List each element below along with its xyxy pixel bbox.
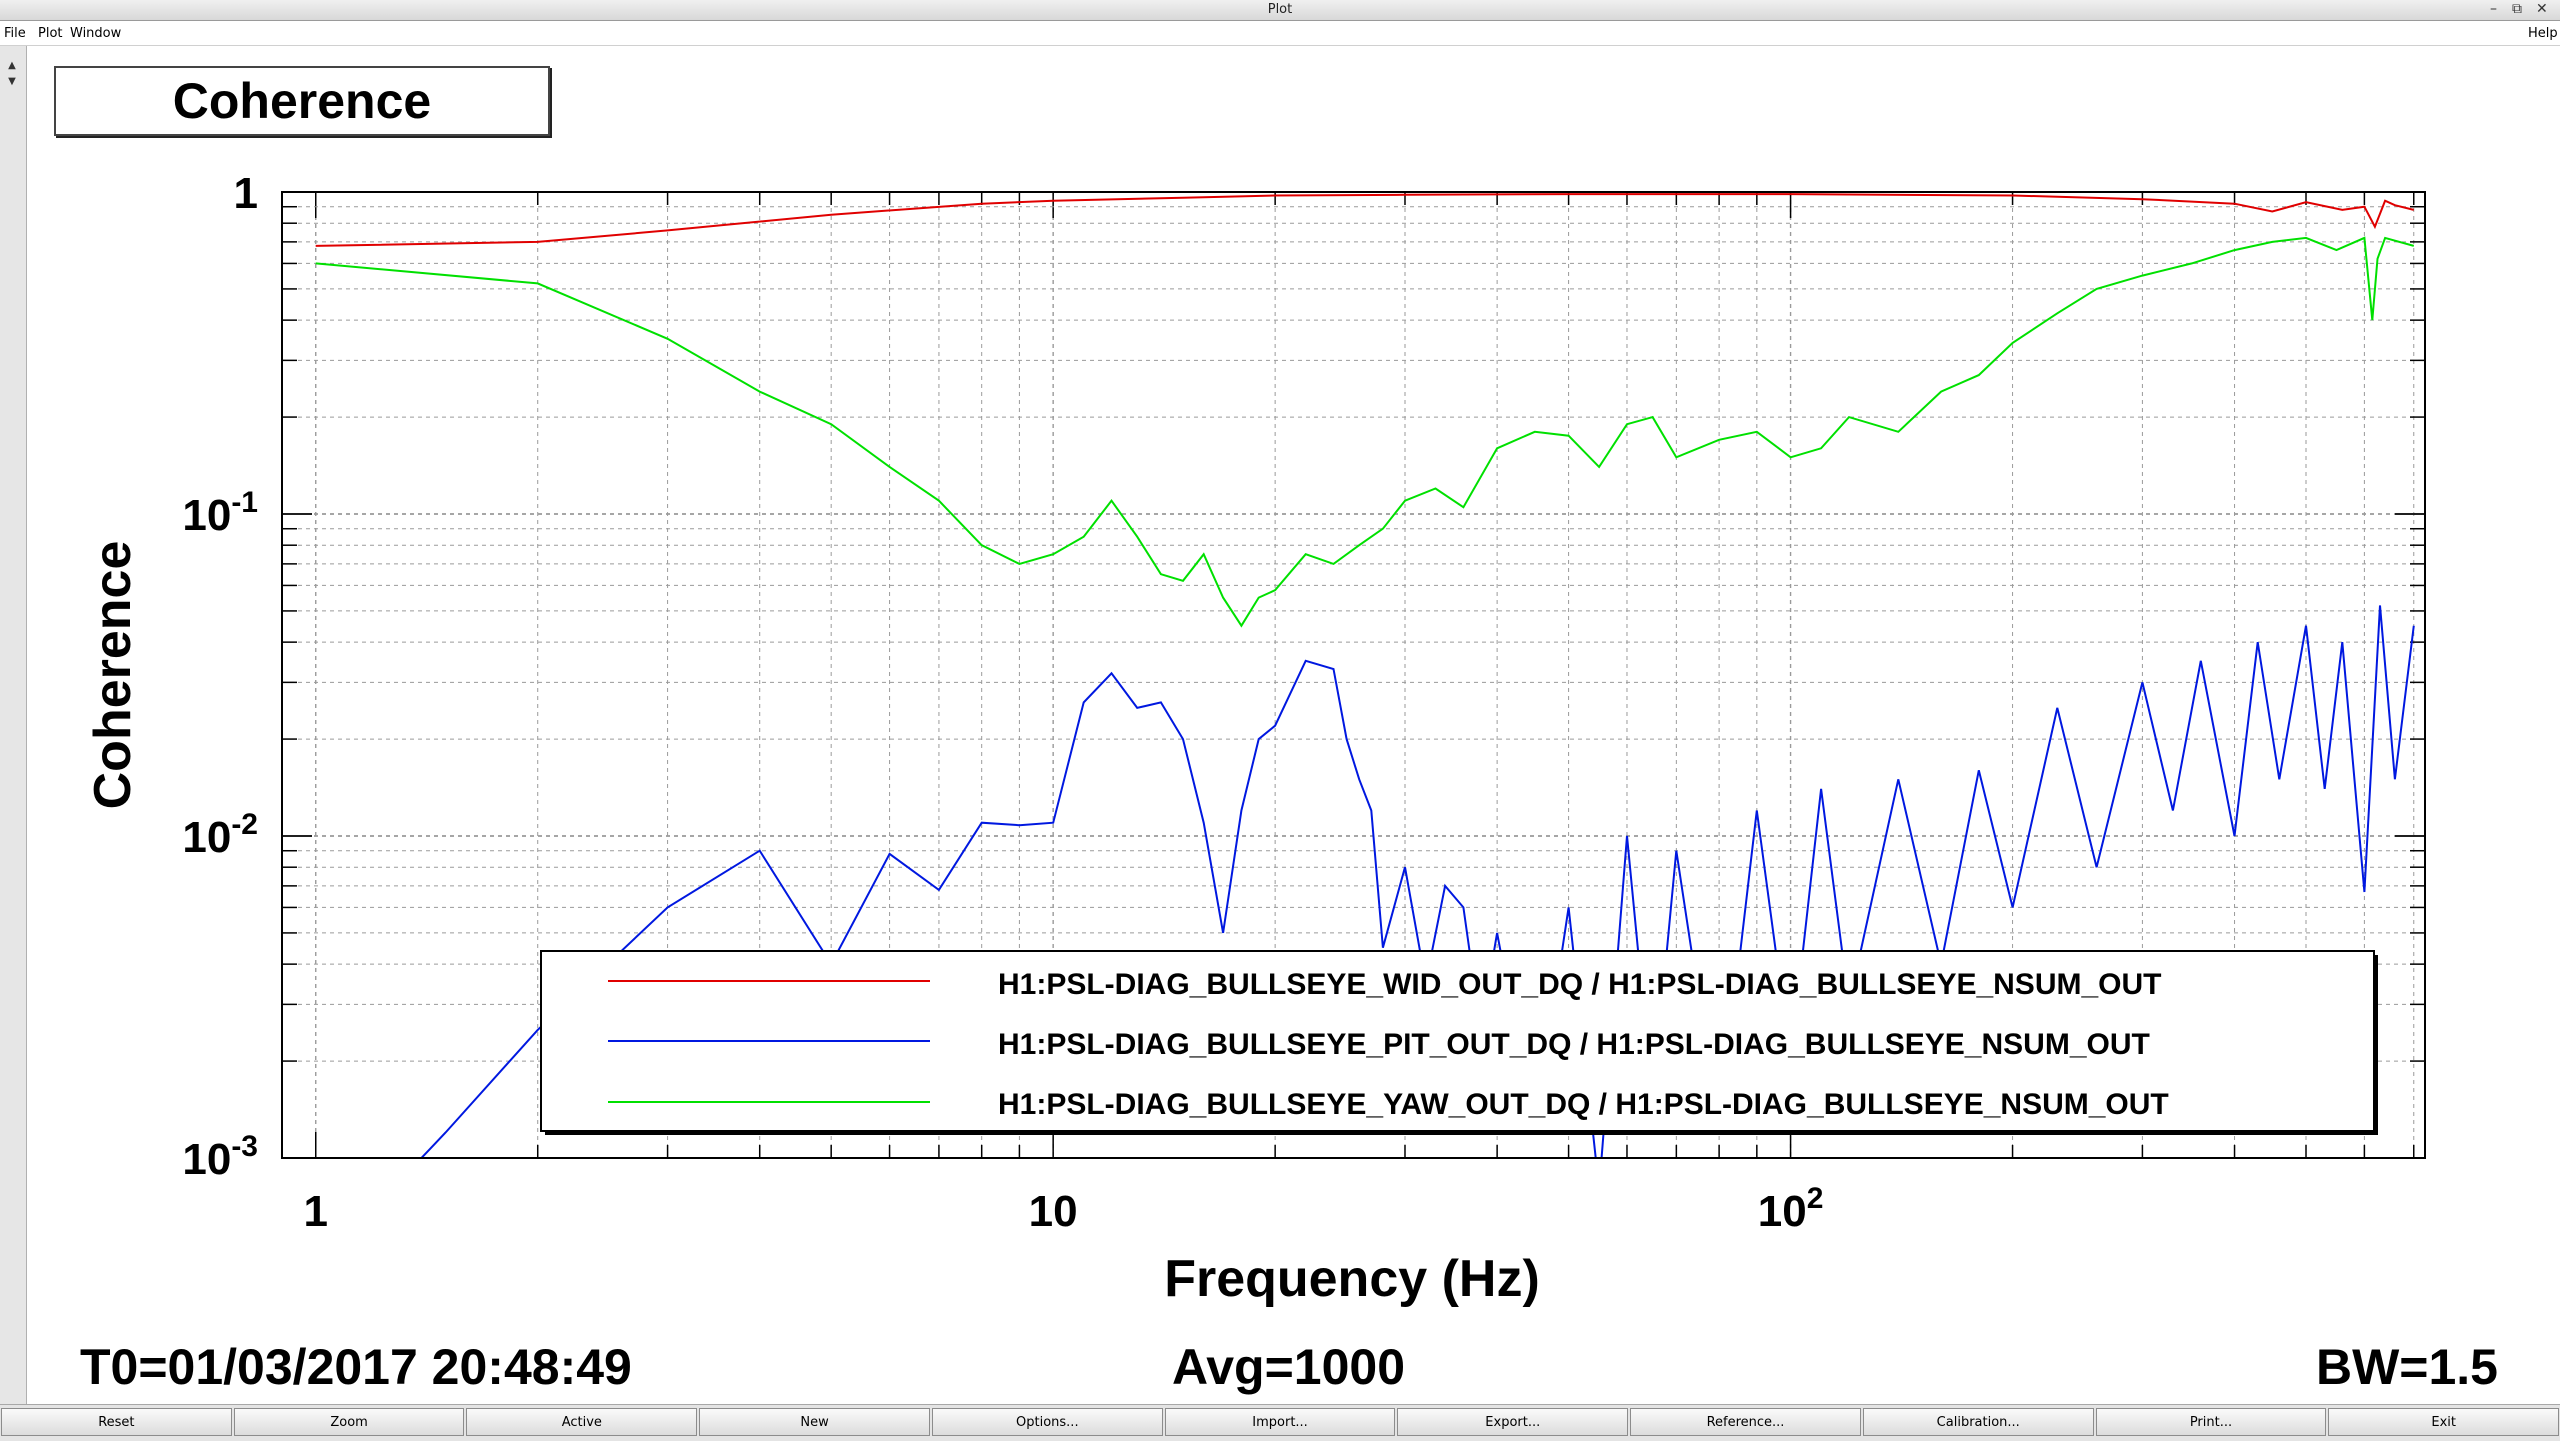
y-axis-label: Coherence bbox=[84, 541, 142, 810]
status-t0: T0=01/03/2017 20:48:49 bbox=[80, 1339, 632, 1395]
reference-button[interactable]: Reference... bbox=[1630, 1408, 1861, 1436]
x-axis-label: Frequency (Hz) bbox=[1164, 1250, 1540, 1308]
menu-window[interactable]: Window bbox=[70, 26, 122, 41]
export-button[interactable]: Export... bbox=[1397, 1408, 1629, 1436]
legend-label-yaw: H1:PSL-DIAG_BULLSEYE_YAW_OUT_DQ / H1:PSL… bbox=[998, 1088, 2169, 1121]
legend-label-wid: H1:PSL-DIAG_BULLSEYE_WID_OUT_DQ / H1:PSL… bbox=[998, 968, 2161, 1001]
menu-file[interactable]: File bbox=[4, 26, 26, 41]
menu-bar: File Plot Window Help bbox=[0, 21, 2560, 46]
y-tick-label: 1 bbox=[234, 169, 258, 218]
y-tick-label: 10-3 bbox=[182, 1130, 258, 1184]
menu-help[interactable]: Help bbox=[2528, 26, 2558, 41]
scroll-down-icon[interactable]: ▼ bbox=[8, 76, 16, 87]
y-tick-label: 10-1 bbox=[182, 486, 258, 540]
print-button[interactable]: Print... bbox=[2095, 1408, 2327, 1436]
bottom-toolbar: Reset Zoom Active New Options... Import.… bbox=[0, 1404, 2560, 1441]
new-button[interactable]: New bbox=[699, 1408, 930, 1436]
import-button[interactable]: Import... bbox=[1164, 1408, 1396, 1436]
calibration-button[interactable]: Calibration... bbox=[1862, 1408, 2094, 1436]
plot-title: Coherence bbox=[172, 73, 432, 129]
options-button[interactable]: Options... bbox=[931, 1408, 1163, 1436]
left-scrollbar[interactable]: ▲ ▼ bbox=[0, 46, 27, 1404]
axis-ticks: 1 10-1 10-2 10-3 1 10 102 bbox=[182, 169, 1823, 1236]
x-tick-label: 102 bbox=[1758, 1182, 1824, 1236]
exit-button[interactable]: Exit bbox=[2328, 1408, 2560, 1436]
status-avg: Avg=1000 bbox=[1172, 1339, 1406, 1395]
status-bw: BW=1.5 bbox=[2315, 1339, 2498, 1395]
active-button[interactable]: Active bbox=[466, 1408, 698, 1436]
window-titlebar: Plot – ⧉ ✕ bbox=[0, 0, 2560, 21]
legend-label-pit: H1:PSL-DIAG_BULLSEYE_PIT_OUT_DQ / H1:PSL… bbox=[998, 1028, 2150, 1061]
x-tick-label: 10 bbox=[1029, 1187, 1078, 1236]
zoom-button[interactable]: Zoom bbox=[233, 1408, 465, 1436]
scroll-up-icon[interactable]: ▲ bbox=[8, 60, 16, 71]
menu-plot[interactable]: Plot bbox=[38, 26, 63, 41]
series-wid-line bbox=[315, 193, 2415, 247]
y-tick-label: 10-2 bbox=[182, 808, 258, 862]
restore-icon[interactable]: ⧉ bbox=[2512, 1, 2522, 17]
legend: H1:PSL-DIAG_BULLSEYE_WID_OUT_DQ / H1:PSL… bbox=[540, 950, 2378, 1135]
series-yaw-line bbox=[315, 236, 2415, 628]
x-tick-label: 1 bbox=[304, 1187, 328, 1236]
plot-border bbox=[281, 191, 2426, 1159]
reset-button[interactable]: Reset bbox=[1, 1408, 232, 1436]
window-title: Plot bbox=[1267, 2, 1293, 17]
minimize-icon[interactable]: – bbox=[2490, 1, 2497, 17]
plot-title-box: Coherence bbox=[54, 66, 550, 136]
close-icon[interactable]: ✕ bbox=[2536, 1, 2548, 17]
